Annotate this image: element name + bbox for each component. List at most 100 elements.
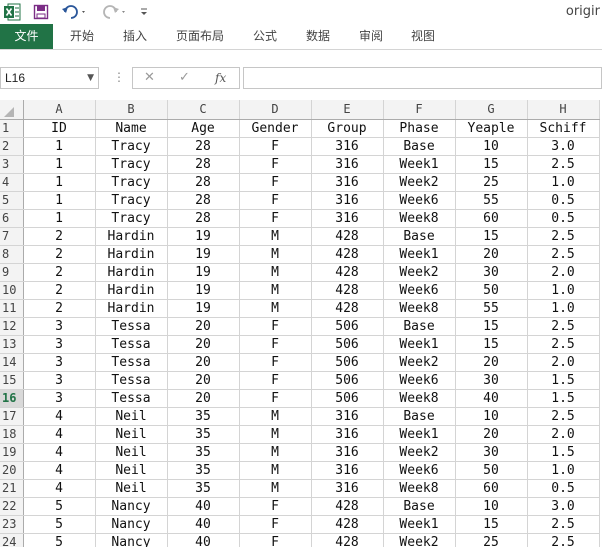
column-header-a[interactable]: A <box>23 100 96 120</box>
column-header-h[interactable]: H <box>527 100 600 120</box>
cell-a21[interactable]: 4 <box>23 479 96 498</box>
row-header[interactable]: 1 <box>0 119 24 138</box>
cell-d6[interactable]: F <box>239 209 312 228</box>
cell-a23[interactable]: 5 <box>23 515 96 534</box>
formula-input[interactable] <box>243 67 602 89</box>
cell-e21[interactable]: 316 <box>311 479 384 498</box>
cell-b24[interactable]: Nancy <box>95 533 168 547</box>
cell-a9[interactable]: 2 <box>23 263 96 282</box>
cell-a2[interactable]: 1 <box>23 137 96 156</box>
cell-c23[interactable]: 40 <box>167 515 240 534</box>
cell-c3[interactable]: 28 <box>167 155 240 174</box>
cell-b10[interactable]: Hardin <box>95 281 168 300</box>
cell-f17[interactable]: Base <box>383 407 456 426</box>
cell-h14[interactable]: 2.0 <box>527 353 600 372</box>
row-header[interactable]: 10 <box>0 281 24 300</box>
cell-f9[interactable]: Week2 <box>383 263 456 282</box>
cell-f22[interactable]: Base <box>383 497 456 516</box>
cell-b23[interactable]: Nancy <box>95 515 168 534</box>
cell-a19[interactable]: 4 <box>23 443 96 462</box>
row-header[interactable]: 2 <box>0 137 24 156</box>
cell-h13[interactable]: 2.5 <box>527 335 600 354</box>
cell-e17[interactable]: 316 <box>311 407 384 426</box>
cell-a6[interactable]: 1 <box>23 209 96 228</box>
cell-d10[interactable]: M <box>239 281 312 300</box>
cell-a15[interactable]: 3 <box>23 371 96 390</box>
column-header-b[interactable]: B <box>95 100 168 120</box>
row-header[interactable]: 18 <box>0 425 24 444</box>
excel-icon[interactable] <box>2 2 22 22</box>
cell-d4[interactable]: F <box>239 173 312 192</box>
row-header[interactable]: 3 <box>0 155 24 174</box>
cell-e15[interactable]: 506 <box>311 371 384 390</box>
cancel-icon[interactable]: ✕ <box>144 70 155 85</box>
name-box[interactable]: L16 ▼ <box>0 67 99 89</box>
cell-d23[interactable]: F <box>239 515 312 534</box>
cell-c21[interactable]: 35 <box>167 479 240 498</box>
cell-d17[interactable]: M <box>239 407 312 426</box>
cell-h15[interactable]: 1.5 <box>527 371 600 390</box>
cell-b16[interactable]: Tessa <box>95 389 168 408</box>
redo-icon[interactable] <box>99 2 129 22</box>
cell-g20[interactable]: 50 <box>455 461 528 480</box>
cell-h6[interactable]: 0.5 <box>527 209 600 228</box>
cell-c20[interactable]: 35 <box>167 461 240 480</box>
cell-g5[interactable]: 55 <box>455 191 528 210</box>
cell-d8[interactable]: M <box>239 245 312 264</box>
cell-g9[interactable]: 30 <box>455 263 528 282</box>
cell-e3[interactable]: 316 <box>311 155 384 174</box>
column-header-f[interactable]: F <box>383 100 456 120</box>
cell-e16[interactable]: 506 <box>311 389 384 408</box>
cell-b22[interactable]: Nancy <box>95 497 168 516</box>
cell-d20[interactable]: M <box>239 461 312 480</box>
cell-a7[interactable]: 2 <box>23 227 96 246</box>
row-header[interactable]: 14 <box>0 353 24 372</box>
cell-g8[interactable]: 20 <box>455 245 528 264</box>
cell-a12[interactable]: 3 <box>23 317 96 336</box>
cell-f16[interactable]: Week8 <box>383 389 456 408</box>
column-header-e[interactable]: E <box>311 100 384 120</box>
cell-a8[interactable]: 2 <box>23 245 96 264</box>
cell-a24[interactable]: 5 <box>23 533 96 547</box>
cell-h20[interactable]: 1.0 <box>527 461 600 480</box>
cell-g18[interactable]: 20 <box>455 425 528 444</box>
cell-a14[interactable]: 3 <box>23 353 96 372</box>
cell-g3[interactable]: 15 <box>455 155 528 174</box>
tab-data[interactable]: 数据 <box>305 29 330 43</box>
cell-g12[interactable]: 15 <box>455 317 528 336</box>
cell-h21[interactable]: 0.5 <box>527 479 600 498</box>
cell-d9[interactable]: M <box>239 263 312 282</box>
cell-f15[interactable]: Week6 <box>383 371 456 390</box>
row-header[interactable]: 17 <box>0 407 24 426</box>
cell-f1[interactable]: Phase <box>383 119 456 138</box>
cell-f2[interactable]: Base <box>383 137 456 156</box>
cell-h17[interactable]: 2.5 <box>527 407 600 426</box>
cell-h19[interactable]: 1.5 <box>527 443 600 462</box>
cell-e2[interactable]: 316 <box>311 137 384 156</box>
customize-qat-icon[interactable] <box>137 2 151 22</box>
cell-g24[interactable]: 25 <box>455 533 528 547</box>
cell-d18[interactable]: M <box>239 425 312 444</box>
cell-a16[interactable]: 3 <box>23 389 96 408</box>
cell-e20[interactable]: 316 <box>311 461 384 480</box>
cell-c10[interactable]: 19 <box>167 281 240 300</box>
cell-g1[interactable]: Yeaple <box>455 119 528 138</box>
cell-b18[interactable]: Neil <box>95 425 168 444</box>
cell-a5[interactable]: 1 <box>23 191 96 210</box>
cell-a20[interactable]: 4 <box>23 461 96 480</box>
cell-b6[interactable]: Tracy <box>95 209 168 228</box>
column-header-d[interactable]: D <box>239 100 312 120</box>
cell-c11[interactable]: 19 <box>167 299 240 318</box>
select-all-icon[interactable] <box>4 106 14 117</box>
cell-g17[interactable]: 10 <box>455 407 528 426</box>
cell-c8[interactable]: 19 <box>167 245 240 264</box>
formula-bar-grip[interactable]: ⋮ <box>113 70 125 84</box>
cell-f6[interactable]: Week8 <box>383 209 456 228</box>
row-header[interactable]: 12 <box>0 317 24 336</box>
cell-h5[interactable]: 0.5 <box>527 191 600 210</box>
cell-g11[interactable]: 55 <box>455 299 528 318</box>
enter-icon[interactable]: ✓ <box>179 70 190 85</box>
cell-c12[interactable]: 20 <box>167 317 240 336</box>
row-header[interactable]: 8 <box>0 245 24 264</box>
cell-c16[interactable]: 20 <box>167 389 240 408</box>
